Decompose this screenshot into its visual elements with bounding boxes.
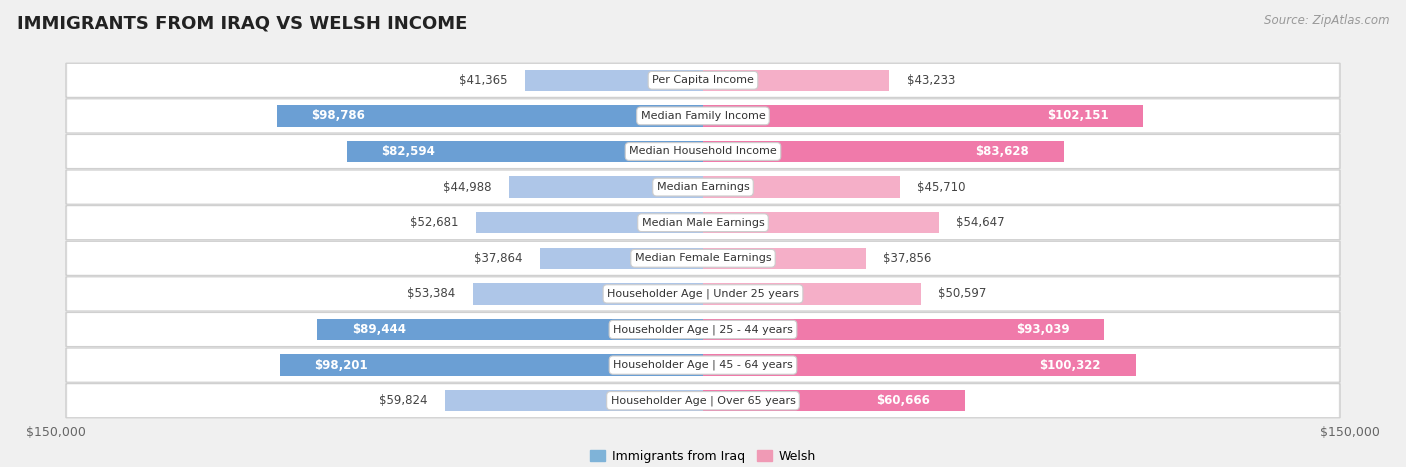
FancyBboxPatch shape [67,64,1339,97]
Bar [509,177,703,198]
FancyBboxPatch shape [67,277,1339,310]
Text: Median Male Earnings: Median Male Earnings [641,218,765,228]
Bar [472,283,703,304]
FancyBboxPatch shape [67,99,1339,132]
Bar [277,105,703,127]
Text: $98,786: $98,786 [312,109,366,122]
Text: $93,039: $93,039 [1017,323,1070,336]
Text: Householder Age | 25 - 44 years: Householder Age | 25 - 44 years [613,324,793,335]
Bar [703,105,1143,127]
Bar [703,212,939,234]
Text: $43,233: $43,233 [907,74,955,87]
Bar [703,319,1104,340]
Text: $60,666: $60,666 [876,394,931,407]
FancyBboxPatch shape [67,206,1339,239]
Bar [703,70,890,91]
Text: $89,444: $89,444 [352,323,406,336]
FancyBboxPatch shape [67,135,1339,168]
Text: Householder Age | 45 - 64 years: Householder Age | 45 - 64 years [613,360,793,370]
Text: Per Capita Income: Per Capita Income [652,75,754,85]
FancyBboxPatch shape [67,384,1339,417]
Bar [475,212,703,234]
Text: Householder Age | Over 65 years: Householder Age | Over 65 years [610,396,796,406]
Text: Source: ZipAtlas.com: Source: ZipAtlas.com [1264,14,1389,27]
Bar [703,390,965,411]
Text: $54,647: $54,647 [956,216,1004,229]
Legend: Immigrants from Iraq, Welsh: Immigrants from Iraq, Welsh [585,445,821,467]
Bar [703,177,900,198]
Bar [703,283,921,304]
Text: $82,594: $82,594 [381,145,436,158]
Bar [524,70,703,91]
FancyBboxPatch shape [66,63,1340,97]
FancyBboxPatch shape [66,205,1340,240]
FancyBboxPatch shape [66,99,1340,133]
Text: Median Family Income: Median Family Income [641,111,765,121]
FancyBboxPatch shape [66,134,1340,169]
Text: IMMIGRANTS FROM IRAQ VS WELSH INCOME: IMMIGRANTS FROM IRAQ VS WELSH INCOME [17,14,467,32]
Text: $53,384: $53,384 [408,287,456,300]
Text: $59,824: $59,824 [380,394,427,407]
Bar [703,141,1063,162]
Bar [318,319,703,340]
Bar [347,141,703,162]
Text: $44,988: $44,988 [443,181,492,194]
Text: $45,710: $45,710 [917,181,966,194]
Text: $37,864: $37,864 [474,252,523,265]
FancyBboxPatch shape [66,384,1340,418]
Bar [446,390,703,411]
Text: $83,628: $83,628 [976,145,1029,158]
Text: $37,856: $37,856 [883,252,932,265]
Text: $50,597: $50,597 [938,287,987,300]
FancyBboxPatch shape [67,349,1339,382]
Bar [703,248,866,269]
FancyBboxPatch shape [66,312,1340,347]
Text: $100,322: $100,322 [1039,359,1101,372]
Text: Median Earnings: Median Earnings [657,182,749,192]
FancyBboxPatch shape [67,171,1339,204]
Text: $102,151: $102,151 [1047,109,1109,122]
Bar [540,248,703,269]
Text: Median Female Earnings: Median Female Earnings [634,253,772,263]
FancyBboxPatch shape [67,313,1339,346]
Text: $98,201: $98,201 [314,359,368,372]
Text: $41,365: $41,365 [458,74,508,87]
Bar [703,354,1136,376]
Text: $52,681: $52,681 [411,216,458,229]
FancyBboxPatch shape [66,241,1340,276]
FancyBboxPatch shape [66,348,1340,382]
FancyBboxPatch shape [67,242,1339,275]
FancyBboxPatch shape [66,170,1340,204]
FancyBboxPatch shape [66,277,1340,311]
Text: Median Household Income: Median Household Income [628,147,778,156]
Text: Householder Age | Under 25 years: Householder Age | Under 25 years [607,289,799,299]
Bar [280,354,703,376]
